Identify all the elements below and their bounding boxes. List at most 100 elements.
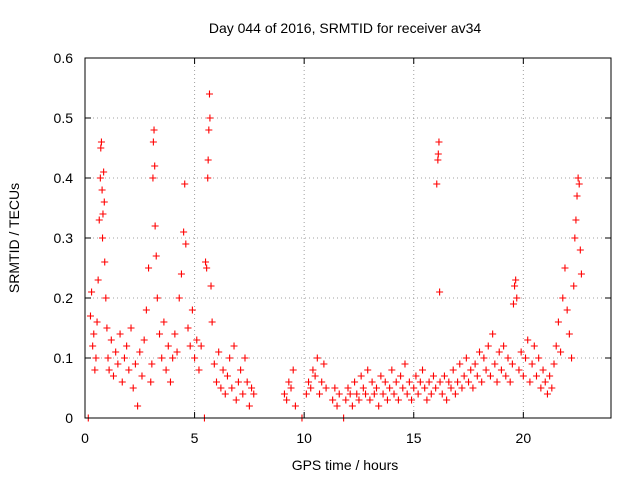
data-point	[302, 390, 310, 398]
data-point	[368, 378, 376, 386]
data-point	[280, 390, 288, 398]
data-point	[166, 378, 174, 386]
data-point	[425, 378, 433, 386]
data-point	[102, 294, 110, 302]
data-point	[195, 366, 203, 374]
data-point	[528, 360, 536, 368]
data-point	[559, 294, 567, 302]
data-point	[454, 378, 462, 386]
data-point	[109, 372, 117, 380]
data-point	[182, 240, 190, 248]
data-point	[571, 234, 579, 242]
data-point	[568, 354, 576, 362]
data-point	[289, 366, 297, 374]
y-tick-label: 0.6	[54, 50, 74, 66]
data-point	[357, 372, 365, 380]
data-point	[462, 354, 470, 362]
data-point	[517, 348, 525, 356]
chart-title: Day 044 of 2016, SRMTID for receiver av3…	[209, 20, 482, 36]
data-point	[509, 300, 517, 308]
data-point	[346, 390, 354, 398]
data-point	[355, 396, 363, 404]
data-point	[89, 342, 97, 350]
data-point	[234, 378, 242, 386]
data-point	[443, 396, 451, 404]
x-axis-label: GPS time / hours	[292, 457, 399, 473]
data-point	[210, 360, 218, 368]
data-point	[537, 384, 545, 392]
data-point	[486, 372, 494, 380]
data-point	[478, 378, 486, 386]
data-point	[434, 150, 442, 158]
data-point	[125, 366, 133, 374]
data-point	[429, 372, 437, 380]
data-point	[97, 138, 105, 146]
data-point	[316, 390, 324, 398]
data-point	[213, 378, 220, 386]
data-point	[205, 90, 213, 98]
data-points	[84, 90, 585, 422]
data-point	[142, 306, 150, 314]
data-point	[145, 264, 153, 272]
data-point	[377, 372, 385, 380]
data-point	[482, 366, 490, 374]
data-point	[489, 330, 497, 338]
data-point	[511, 282, 519, 290]
data-point	[366, 396, 374, 404]
data-point	[120, 354, 128, 362]
data-point	[320, 360, 328, 368]
data-point	[381, 378, 389, 386]
data-point	[397, 372, 405, 380]
data-point	[90, 330, 98, 338]
data-point	[136, 348, 144, 356]
data-point	[405, 378, 413, 386]
data-point	[305, 378, 313, 386]
data-point	[197, 342, 205, 350]
data-point	[353, 390, 361, 398]
data-point	[362, 390, 370, 398]
data-point	[148, 360, 156, 368]
data-point	[491, 360, 499, 368]
data-point	[530, 342, 538, 350]
data-point	[88, 288, 96, 296]
data-point	[219, 366, 227, 374]
data-point	[532, 372, 540, 380]
data-point	[307, 384, 315, 392]
data-point	[335, 390, 343, 398]
data-point	[226, 354, 234, 362]
x-tick-label: 15	[406, 430, 422, 446]
data-point	[156, 330, 164, 338]
y-tick-label: 0	[65, 410, 73, 426]
data-point	[285, 378, 293, 386]
data-point	[309, 366, 317, 374]
data-point	[493, 378, 501, 386]
data-point	[99, 234, 107, 242]
data-point	[92, 354, 100, 362]
data-point	[344, 384, 352, 392]
data-point	[193, 336, 201, 344]
y-tick-label: 0.3	[54, 230, 74, 246]
data-point	[500, 342, 508, 350]
y-tick-label: 0.2	[54, 290, 74, 306]
data-point	[127, 324, 135, 332]
data-point	[100, 168, 108, 176]
data-point	[451, 390, 459, 398]
data-point	[173, 348, 181, 356]
data-point	[329, 396, 337, 404]
data-point	[522, 354, 530, 362]
data-point	[548, 384, 556, 392]
data-point	[96, 174, 104, 182]
data-point	[467, 366, 475, 374]
data-point	[100, 198, 108, 206]
data-point	[561, 264, 569, 272]
data-point	[388, 366, 396, 374]
data-point	[436, 288, 444, 296]
data-point	[230, 342, 238, 350]
data-point	[237, 366, 245, 374]
data-point	[573, 192, 581, 200]
data-point	[359, 384, 367, 392]
data-point	[99, 210, 107, 218]
data-point	[152, 252, 160, 260]
data-point	[204, 174, 212, 182]
data-point	[379, 390, 387, 398]
